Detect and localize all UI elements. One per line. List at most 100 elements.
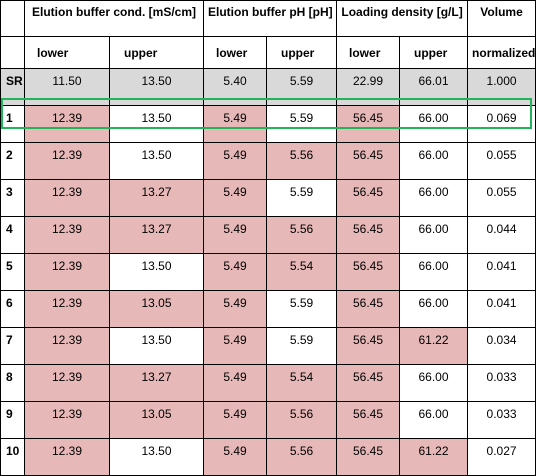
cell-ph-lower: 5.49 [203,290,267,328]
table-row-5: 5 12.39 13.50 5.49 5.54 56.45 66.00 0.04… [0,253,536,291]
cell-ph-upper: 5.56 [265,142,338,180]
cell-volume: 0.069 [467,105,536,143]
cell-ph-lower: 5.49 [203,179,267,217]
cell-cond-upper: 13.27 [109,364,204,402]
cell-ph-upper: 5.59 [265,68,338,106]
cell-ph-lower: 5.40 [203,68,267,106]
cell-volume: 0.027 [467,438,536,476]
cell-density-upper: 66.01 [399,68,469,106]
cell-ph-upper: 5.56 [265,401,338,439]
table-row-6: 6 12.39 13.05 5.49 5.59 56.45 66.00 0.04… [0,290,536,328]
cell-density-lower: 56.45 [336,364,401,402]
cell-cond-lower: 12.39 [24,327,110,365]
cell-volume: 0.041 [467,253,536,291]
sub-ph-lower: lower [203,36,267,69]
table-row-sr: SR 11.50 13.50 5.40 5.59 22.99 66.01 1.0… [0,68,536,106]
cell-volume: 1.000 [467,68,536,106]
cell-density-upper: 66.00 [399,216,469,254]
row-label: 10 [0,438,25,476]
cell-density-lower: 56.45 [336,179,401,217]
cell-volume: 0.041 [467,290,536,328]
cell-cond-upper: 13.50 [109,142,204,180]
cell-density-lower: 56.45 [336,401,401,439]
cell-density-lower: 56.45 [336,105,401,143]
cell-ph-upper: 5.59 [265,327,338,365]
row-label: 5 [0,253,25,291]
cell-density-upper: 66.00 [399,105,469,143]
cell-density-upper: 66.00 [399,179,469,217]
cell-cond-upper: 13.27 [109,179,204,217]
cell-density-lower: 56.45 [336,290,401,328]
row-label: 4 [0,216,25,254]
cell-density-upper: 66.00 [399,253,469,291]
group-loading-density: Loading density [g/L] [336,0,469,37]
cell-cond-lower: 12.39 [24,142,110,180]
cell-ph-lower: 5.49 [203,327,267,365]
row-label: SR [0,68,25,106]
cell-density-lower: 56.45 [336,438,401,476]
cell-cond-lower: 12.39 [24,438,110,476]
cell-density-lower: 56.45 [336,216,401,254]
row-label: 6 [0,290,25,328]
group-elution-ph: Elution buffer pH [pH] [202,0,338,37]
cell-ph-lower: 5.49 [203,401,267,439]
cell-ph-upper: 5.54 [265,253,338,291]
cell-cond-upper: 13.50 [109,253,204,291]
table-row-10: 10 12.39 13.50 5.49 5.56 56.45 61.22 0.0… [0,438,536,476]
cell-volume: 0.033 [467,364,536,402]
table-row-2: 2 12.39 13.50 5.49 5.56 56.45 66.00 0.05… [0,142,536,180]
cell-density-upper: 66.00 [399,401,469,439]
group-elution-cond: Elution buffer cond. [mS/cm] [24,0,204,37]
cell-density-upper: 61.22 [399,438,469,476]
row-label: 9 [0,401,25,439]
cell-ph-upper: 5.56 [265,438,338,476]
sub-volume-normalized: normalized [467,36,536,69]
cell-cond-lower: 12.39 [24,216,110,254]
cell-ph-upper: 5.56 [265,216,338,254]
table-row-8: 8 12.39 13.27 5.49 5.54 56.45 66.00 0.03… [0,364,536,402]
cell-ph-lower: 5.49 [203,142,267,180]
cell-cond-upper: 13.50 [109,68,204,106]
table-row-1: 1 12.39 13.50 5.49 5.59 56.45 66.00 0.06… [0,105,536,143]
row-label: 7 [0,327,25,365]
corner-cell-2 [0,36,25,69]
cell-cond-lower: 12.39 [24,105,110,143]
cell-volume: 0.055 [467,142,536,180]
row-label: 1 [0,105,25,143]
table-row-9: 9 12.39 13.05 5.49 5.56 56.45 66.00 0.03… [0,401,536,439]
cell-density-lower: 56.45 [336,253,401,291]
cell-ph-lower: 5.49 [203,253,267,291]
cell-density-upper: 66.00 [399,290,469,328]
sub-cond-upper: upper [109,36,204,69]
cell-cond-upper: 13.05 [109,401,204,439]
cell-cond-upper: 13.27 [109,216,204,254]
cell-ph-lower: 5.49 [203,216,267,254]
header-row-subs: lower upper lower upper lower upper norm… [0,36,536,69]
cell-density-lower: 56.45 [336,142,401,180]
cell-ph-lower: 5.49 [203,438,267,476]
corner-cell [0,0,25,37]
sub-density-lower: lower [336,36,401,69]
cell-density-lower: 56.45 [336,327,401,365]
cell-density-upper: 66.00 [399,364,469,402]
sub-density-upper: upper [399,36,469,69]
table-row-4: 4 12.39 13.27 5.49 5.56 56.45 66.00 0.04… [0,216,536,254]
row-label: 8 [0,364,25,402]
cell-density-upper: 66.00 [399,142,469,180]
cell-cond-upper: 13.50 [109,438,204,476]
sub-ph-upper: upper [265,36,338,69]
cell-ph-lower: 5.49 [203,364,267,402]
row-label: 2 [0,142,25,180]
group-volume: Volume [467,0,536,37]
table-row-3: 3 12.39 13.27 5.49 5.59 56.45 66.00 0.05… [0,179,536,217]
cell-cond-lower: 12.39 [24,179,110,217]
cell-cond-lower: 11.50 [24,68,110,106]
row-label: 3 [0,179,25,217]
cell-ph-upper: 5.59 [265,105,338,143]
cell-density-upper: 61.22 [399,327,469,365]
table-row-7: 7 12.39 13.50 5.49 5.59 56.45 61.22 0.03… [0,327,536,365]
cell-cond-upper: 13.05 [109,290,204,328]
cell-cond-lower: 12.39 [24,290,110,328]
cell-ph-upper: 5.59 [265,179,338,217]
cell-volume: 0.033 [467,401,536,439]
